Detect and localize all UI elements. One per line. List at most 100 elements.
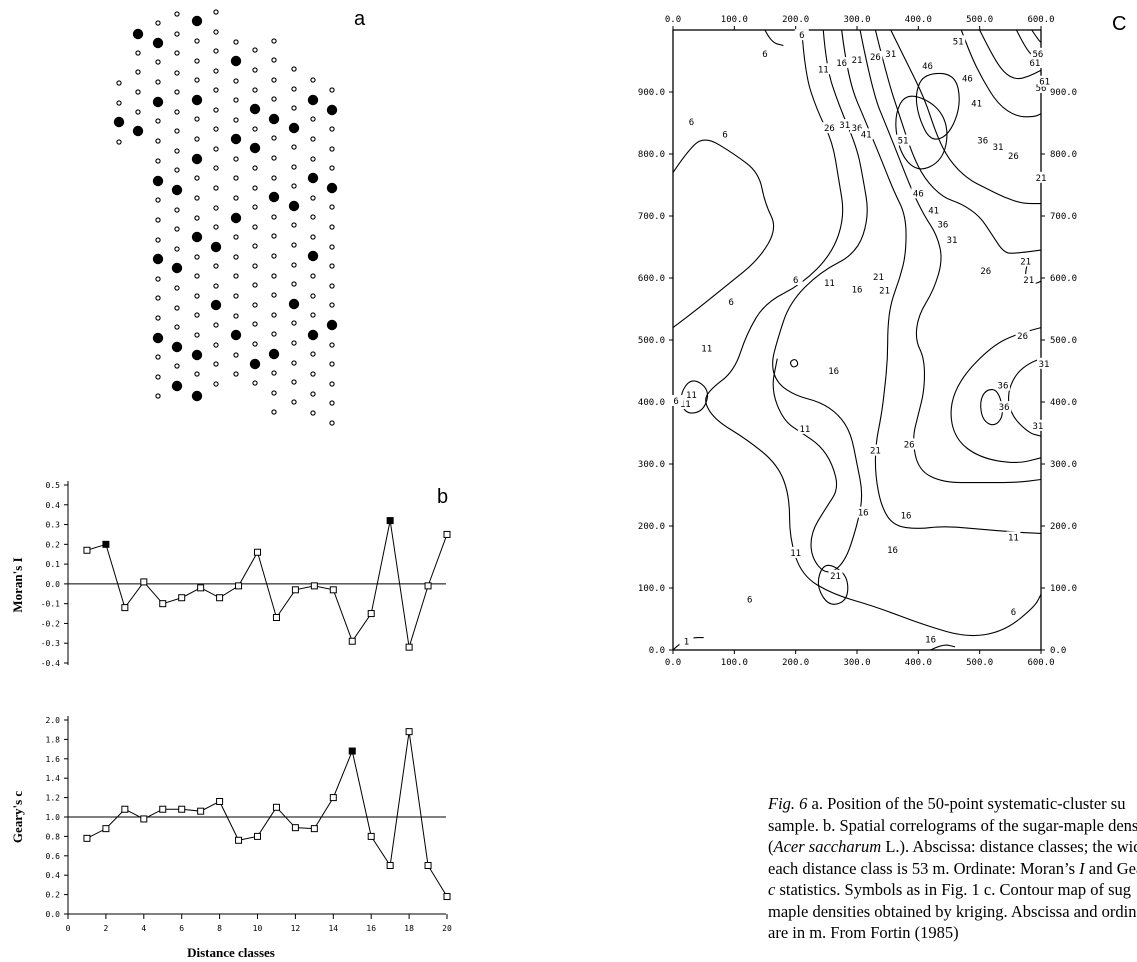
contour-label-mask	[742, 593, 757, 605]
sample-point	[271, 233, 277, 239]
sample-point	[291, 144, 297, 150]
caption-text: (	[768, 837, 774, 856]
geary-y-tick-label: 0.4	[46, 871, 61, 880]
contour-label: 11	[799, 425, 810, 435]
geary-y-tick-label: 1.2	[46, 794, 61, 803]
sample-point-cluster	[307, 172, 319, 184]
x-tick-label: 20	[442, 924, 452, 933]
sample-point	[271, 292, 277, 298]
sample-point-cluster	[307, 94, 319, 106]
geary-point	[121, 805, 129, 813]
contour-label: 61	[1029, 59, 1040, 69]
sample-point	[155, 393, 161, 399]
sample-point-cluster	[249, 103, 261, 115]
sample-point	[213, 146, 219, 152]
sample-point	[291, 320, 297, 326]
sample-point	[291, 183, 297, 189]
sample-point	[155, 138, 161, 144]
sample-point	[213, 185, 219, 191]
moran-point	[367, 610, 375, 618]
sample-point	[271, 214, 277, 220]
sample-point	[329, 165, 335, 171]
contour-label-mask	[883, 47, 898, 59]
sample-point-cluster	[152, 332, 164, 344]
sample-point	[213, 342, 219, 348]
contour-label-mask	[991, 140, 1006, 152]
moran-y-tick-label: 0.3	[46, 521, 61, 530]
map-y-tick-label-right: 300.0	[1050, 460, 1077, 470]
sample-point	[310, 116, 316, 122]
contour-loop	[790, 359, 799, 368]
map-x-tick-label-bottom: 100.0	[721, 658, 748, 668]
contour-label-mask	[1006, 150, 1021, 162]
contour-label: 21	[830, 572, 841, 582]
contour-label-mask	[794, 29, 809, 41]
panel-label-a: a	[354, 8, 366, 30]
contour-label-mask	[822, 277, 837, 289]
sample-point	[310, 234, 316, 240]
map-x-tick-label-bottom: 200.0	[782, 658, 809, 668]
sample-point	[271, 155, 277, 161]
caption-line: c statistics. Symbols as in Fig. 1 c. Co…	[768, 879, 1137, 901]
contour-label: 16	[858, 509, 869, 519]
contour-label: 21	[879, 287, 890, 297]
sample-point-cluster	[288, 122, 300, 134]
map-x-tick-label-bottom: 400.0	[905, 658, 932, 668]
sample-point	[155, 315, 161, 321]
sample-point	[271, 273, 277, 279]
geary-point	[405, 728, 413, 736]
sample-point	[329, 283, 335, 289]
contour-label-mask	[797, 422, 812, 434]
sample-point	[233, 117, 239, 123]
contour-label-mask	[997, 401, 1012, 413]
map-x-tick-label-top: 100.0	[721, 15, 748, 25]
map-y-tick-label-left: 600.0	[638, 274, 665, 284]
contour-label: 11	[818, 65, 829, 75]
figure-caption: Fig. 6 a. Position of the 50-point syste…	[768, 793, 1137, 944]
sample-point	[291, 164, 297, 170]
contour-label: 16	[925, 636, 936, 646]
contour-label: 31	[947, 236, 958, 246]
contour-line	[1031, 29, 1042, 43]
contour-label-mask	[995, 379, 1010, 391]
sample-point-cluster	[132, 125, 144, 137]
x-tick-label: 8	[217, 924, 222, 933]
caption-text: L.). Abscissa: distance classes; the wid…	[881, 837, 1137, 856]
moran-series-line	[86, 520, 448, 648]
contour-loop	[915, 72, 960, 140]
contour-label: 56	[1033, 50, 1044, 60]
sample-point	[271, 331, 277, 337]
contour-label: 16	[887, 546, 898, 556]
sample-point	[233, 254, 239, 260]
contour-label: 21	[1036, 174, 1047, 184]
contour-label-mask	[1034, 81, 1048, 93]
sample-point	[252, 126, 258, 132]
contour-label-mask	[850, 54, 864, 65]
contour-label-mask	[978, 264, 993, 276]
contour-label-mask	[758, 47, 772, 59]
moran-point	[272, 614, 280, 622]
sample-point	[233, 175, 239, 181]
sample-point	[271, 312, 277, 318]
contour-label: 31	[993, 143, 1004, 153]
sample-point	[135, 89, 141, 95]
sample-point	[174, 89, 180, 95]
sample-point	[174, 363, 180, 369]
contour-label-mask	[1030, 47, 1045, 59]
contour-label-mask	[1018, 255, 1033, 267]
contour-label-mask	[828, 569, 843, 581]
sample-point	[252, 185, 258, 191]
sample-point	[291, 86, 297, 92]
sample-point	[271, 135, 277, 141]
sample-point-cluster	[210, 241, 222, 253]
map-y-tick-label-left: 100.0	[638, 584, 665, 594]
contour-label: 16	[901, 512, 912, 522]
contour-label: 61	[1039, 78, 1050, 88]
sample-point	[174, 167, 180, 173]
sample-point	[155, 158, 161, 164]
geary-point	[102, 825, 110, 833]
sample-point	[155, 276, 161, 282]
sample-point-cluster	[230, 212, 242, 224]
sample-point	[233, 273, 239, 279]
contour-label: 21	[1020, 258, 1031, 268]
